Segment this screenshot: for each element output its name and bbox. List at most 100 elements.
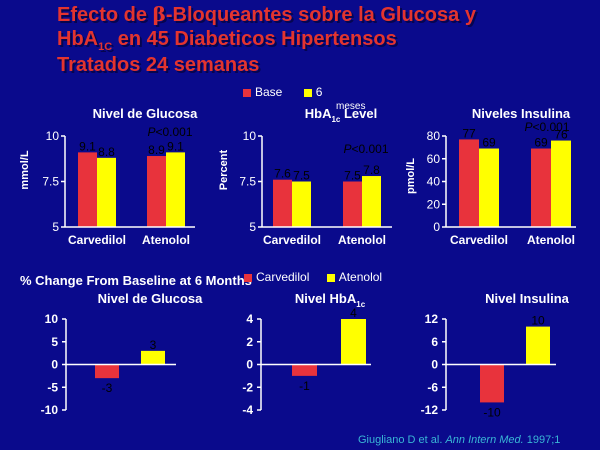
y-tick-label: 0: [51, 358, 58, 372]
y-tick-label: -6: [427, 380, 438, 394]
legend-label-base: Base: [255, 85, 283, 99]
y-axis-label: Percent: [218, 149, 230, 190]
y-tick-label: -4: [242, 403, 253, 417]
data-label: 9.1: [79, 139, 96, 153]
chart-title: Nivel de Glucosa: [98, 291, 204, 306]
data-label: -10: [483, 405, 501, 419]
y-axis-label: pmol/L: [405, 158, 417, 194]
legend-label-atenolol: Atenolol: [338, 270, 383, 284]
x-tick-label: Carvedilol: [263, 233, 321, 247]
citation-year: 1997;1: [523, 434, 561, 446]
legend-label-6: 6: [315, 85, 323, 99]
bar: [147, 156, 166, 227]
y-tick-label: 4: [246, 312, 253, 326]
bar: [292, 364, 317, 376]
beta-symbol: β: [152, 2, 166, 26]
y-tick-label: 7.5: [239, 175, 256, 189]
y-tick-label: 0: [246, 358, 253, 372]
citation-journal: Ann Intern Med.: [445, 434, 524, 446]
data-label: 77: [462, 126, 476, 140]
bar: [343, 181, 362, 227]
data-label: 3: [150, 338, 157, 352]
x-tick-label: Atenolol: [142, 233, 190, 247]
bar: [362, 176, 381, 227]
y-tick-label: -5: [47, 380, 58, 394]
data-label: 8.8: [98, 145, 115, 159]
data-label: 7.6: [274, 167, 291, 181]
y-tick-label: 60: [427, 152, 441, 166]
bar: [479, 148, 499, 227]
legend-swatch-6: [303, 88, 312, 97]
legend-swatch-atenolol: [326, 273, 335, 282]
slide-title-line-2: HbA1C en 45 Diabeticos Hipertensos: [57, 27, 577, 59]
title-subscript: 1C: [98, 41, 113, 53]
bar: [459, 139, 479, 227]
chart-title: Niveles Insulina: [472, 106, 571, 121]
data-label: 8.9: [148, 143, 165, 157]
p-value-annotation: P<0.001: [524, 120, 569, 134]
data-label: 7.8: [363, 163, 380, 177]
legend-swatch-base: [243, 88, 251, 97]
y-tick-label: 10: [46, 129, 60, 143]
title-text: Efecto de: [57, 4, 153, 26]
slide-title-line-3: Tratados 24 semanas: [57, 54, 260, 76]
data-label: 69: [534, 136, 548, 150]
slide-title-line-1: Efecto de β-Bloqueantes sobre la Glucosa…: [57, 2, 577, 27]
bar: [551, 140, 571, 227]
data-label: 9.1: [167, 139, 184, 153]
y-tick-label: 10: [243, 129, 257, 143]
data-label: 10: [531, 314, 545, 328]
bar: [78, 152, 97, 227]
bar: [531, 148, 551, 227]
title-text: en 45 Diabeticos Hipertensos: [112, 28, 397, 50]
section-label: % Change From Baseline at 6 Months: [20, 273, 252, 288]
data-label: 69: [482, 136, 496, 150]
legend-label-carvedilol: Carvedilol: [256, 270, 310, 284]
data-label: 4: [350, 306, 357, 320]
legend-bottom: Carvedilol Atenolol: [244, 270, 382, 284]
y-tick-label: 5: [51, 335, 58, 349]
bar: [341, 319, 366, 365]
legend-swatch-carvedilol: [244, 273, 252, 282]
chart-title: HbA1c Level: [305, 106, 377, 124]
y-tick-label: 12: [425, 312, 439, 326]
bar: [95, 364, 119, 379]
bar: [292, 181, 311, 227]
data-label: 76: [554, 128, 568, 142]
citation-authors: Giugliano D et al.: [358, 434, 446, 446]
bar: [166, 152, 185, 227]
y-tick-label: 0: [433, 220, 440, 234]
x-tick-label: Carvedilol: [68, 233, 126, 247]
y-tick-label: 5: [52, 220, 59, 234]
x-tick-label: Atenolol: [527, 233, 575, 247]
chart-title: Nivel de Glucosa: [93, 106, 199, 121]
y-tick-label: 7.5: [42, 175, 59, 189]
p-value-annotation: P<0.001: [147, 125, 192, 139]
legend-months-overlay: meses: [336, 101, 366, 112]
title-text: HbA: [57, 28, 99, 50]
title-text: -Bloqueantes sobre la Glucosa y: [165, 4, 476, 26]
bar: [97, 157, 116, 227]
y-tick-label: 5: [249, 220, 256, 234]
data-label: -1: [299, 379, 310, 393]
x-tick-label: Atenolol: [338, 233, 386, 247]
bar: [526, 326, 550, 365]
y-tick-label: 0: [431, 358, 438, 372]
data-label: 7.5: [293, 169, 310, 183]
y-tick-label: 6: [431, 335, 438, 349]
bar: [480, 364, 504, 403]
legend-top: Base 6: [243, 85, 322, 99]
y-tick-label: 80: [427, 129, 441, 143]
chart-title: Nivel Insulina: [485, 291, 570, 306]
x-tick-label: Carvedilol: [450, 233, 508, 247]
y-tick-label: -10: [41, 403, 59, 417]
data-label: 7.5: [344, 169, 361, 183]
y-tick-label: 10: [45, 312, 59, 326]
y-tick-label: -12: [421, 403, 439, 417]
p-value-annotation: P<0.001: [343, 142, 388, 156]
y-axis-label: mmol/L: [19, 150, 31, 189]
y-tick-label: 2: [246, 335, 253, 349]
y-tick-label: 40: [427, 175, 441, 189]
